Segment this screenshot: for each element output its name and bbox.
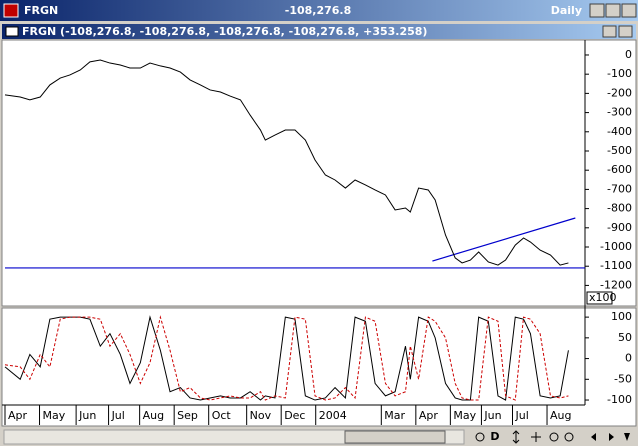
y-tick-label: -50 — [614, 372, 632, 385]
x-tick-label: Jun — [78, 409, 96, 422]
toolbar-zoom-in[interactable] — [564, 432, 574, 442]
y-tick-label: -600 — [607, 163, 632, 176]
y-tick-label: -800 — [607, 202, 632, 215]
series-line — [4, 315, 569, 401]
toolbar-vscale[interactable] — [512, 430, 520, 444]
x-tick-label: Apr — [419, 409, 439, 422]
toolbar-right[interactable] — [609, 433, 614, 441]
y-tick-label: 50 — [618, 331, 632, 344]
y-tick-label: -200 — [607, 86, 632, 99]
pane-restore-button[interactable] — [602, 25, 617, 38]
window-value: -108,276.8 — [285, 4, 352, 17]
x-tick-label: Jun — [483, 409, 501, 422]
x-tick-label: Dec — [284, 409, 305, 422]
close-button[interactable] — [621, 3, 637, 18]
scroll-thumb[interactable] — [344, 430, 446, 444]
price-panel — [1, 39, 637, 307]
app-icon — [3, 3, 19, 18]
x-tick-label: 2004 — [319, 409, 347, 422]
oscillator-panel — [1, 307, 637, 427]
y-tick-label: -300 — [607, 106, 632, 119]
y-tick-label: -700 — [607, 182, 632, 195]
x-tick-label: Nov — [250, 409, 272, 422]
toolbar-refresh[interactable] — [475, 432, 485, 442]
y-tick-label: -900 — [607, 221, 632, 234]
y-tick-label: 0 — [625, 352, 632, 365]
y-tick-label: -500 — [607, 144, 632, 157]
y-tick-label: -100 — [607, 67, 632, 80]
scale-label: x100 — [589, 291, 617, 304]
y-tick-label: -400 — [607, 125, 632, 138]
toolbar-zoom-out[interactable] — [549, 432, 559, 442]
pane-title: FRGN (-108,276.8, -108,276.8, -108,276.8… — [22, 25, 427, 38]
y-tick-label: -1200 — [600, 278, 632, 291]
window-title: FRGN — [24, 4, 58, 17]
toolbar-move[interactable] — [531, 432, 541, 442]
x-tick-label: May — [43, 409, 66, 422]
toolbar-menu[interactable] — [624, 433, 630, 441]
series-line — [4, 59, 569, 266]
x-tick-label: Aug — [143, 409, 164, 422]
toolbar-label[interactable]: D — [490, 430, 499, 443]
x-tick-label: May — [453, 409, 476, 422]
y-tick-label: 100 — [611, 310, 632, 323]
x-tick-label: Sep — [177, 409, 198, 422]
x-tick-label: Mar — [384, 409, 405, 422]
title-bar — [0, 0, 638, 21]
y-tick-label: -1000 — [600, 240, 632, 253]
window-period: Daily — [551, 4, 582, 17]
x-tick-label: Aug — [550, 409, 571, 422]
y-tick-label: -100 — [607, 393, 632, 406]
x-tick-label: Jul — [111, 409, 125, 422]
y-tick-label: 0 — [625, 48, 632, 61]
x-tick-label: Apr — [8, 409, 28, 422]
x-tick-label: Oct — [212, 409, 232, 422]
trend-line — [432, 217, 576, 262]
x-tick-label: Jul — [515, 409, 529, 422]
y-tick-label: -1100 — [600, 259, 632, 272]
pane-header — [2, 24, 636, 39]
pane-icon — [5, 26, 19, 37]
maximize-button[interactable] — [605, 3, 621, 18]
minimize-button[interactable] — [589, 3, 605, 18]
pane-close-button[interactable] — [618, 25, 633, 38]
series-line — [4, 315, 569, 401]
scale-box — [586, 291, 613, 305]
toolbar-left[interactable] — [591, 433, 596, 441]
